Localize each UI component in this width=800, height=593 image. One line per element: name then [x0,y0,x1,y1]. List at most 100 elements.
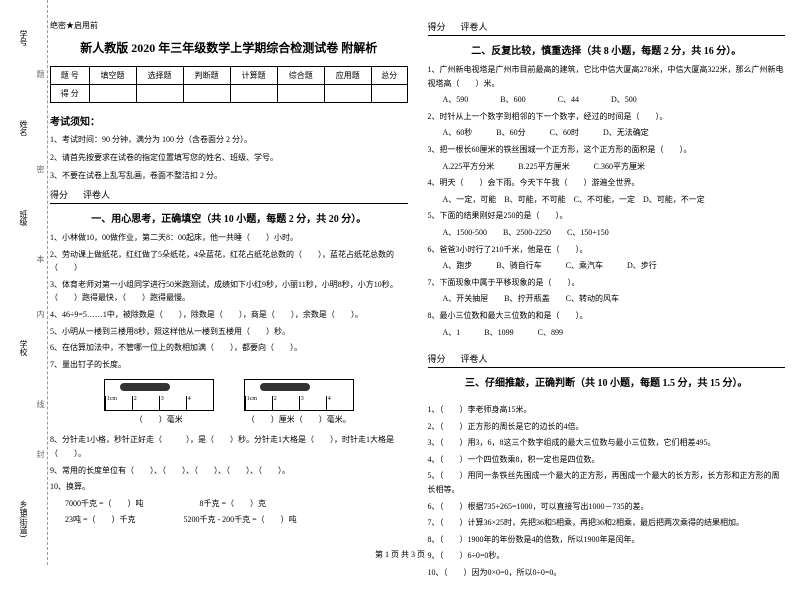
s3q6: 6、（ ）根据735+265=1000，可以直接写出1000－735的差。 [428,500,786,514]
q1: 1、小林做10，00做作业，第二天8：00起床，他一共睡（ ）小时。 [50,231,408,245]
section-score-row: 得分 评卷人 [428,20,786,36]
th: 总分 [371,67,407,85]
ruler-image: 1cm 2 3 4 [244,379,354,411]
binding-field-class: 班级 [18,210,29,226]
th: 题 号 [51,67,90,85]
s2q1-opts: A、590 B、600 C、44 D、500 [428,93,786,107]
s2q4-opts: A、一定，可能 B、可能，不可能 C、不可能，一定 D、可能，不一定 [428,193,786,207]
td[interactable] [136,85,183,103]
section2-title: 二、反复比较，慎重选择（共 8 小题，每题 2 分，共 16 分）。 [428,42,786,57]
binding-marker: 题 [35,70,46,78]
binding-marker: 本 [35,255,46,263]
binding-field-school: 学校 [18,340,29,356]
q7: 7、量出钉子的长度。 [50,358,408,372]
notice-item: 3、不要在试卷上乱写乱画，卷面不整洁扣 2 分。 [50,170,408,182]
ruler-row: 1cm 2 3 4 （ ）毫米 1cm 2 3 4 [50,379,408,425]
notice-item: 1、考试时间：90 分钟，满分为 100 分（含卷面分 2 分）。 [50,134,408,146]
s2q8-opts: A、1 B、1099 C、899 [428,326,786,340]
s3q2: 2、（ ）正方形的周长是它的边长的4倍。 [428,420,786,434]
tick: 1cm [105,396,132,410]
ruler2-caption: （ ）厘米（ ）毫米。 [247,414,351,425]
th: 选择题 [136,67,183,85]
grader-label: 评卷人 [83,188,110,201]
score-label: 得分 [428,352,446,365]
th: 综合题 [277,67,324,85]
s2q6: 6、爸爸3小时行了210千米，他是在（ ）。 [428,243,786,257]
s2q3: 3、把一根长60厘米的铁丝围城一个正方形，这个正方形的面积是（ ）。 [428,143,786,157]
score-label: 得分 [428,20,446,33]
notice-item: 2、请首先按要求在试卷的指定位置填写您的姓名、班级、学号。 [50,152,408,164]
tick: 4 [186,396,213,410]
binding-marker: 封 [35,450,46,458]
s2q3-opts: A.225平方分米 B.225平方厘米 C.360平方厘米 [428,160,786,174]
s3q1: 1、（ ）李老师身高15米。 [428,403,786,417]
s2q5-opts: A、1500-500 B、2500-2250 C、150+150 [428,226,786,240]
q2: 2、劳动课上做纸花，红红做了5朵纸花，4朵蓝花，红花占纸花总数的（ ），蓝花占纸… [50,248,408,275]
td: 得 分 [51,85,90,103]
seal-text: 绝密★启用前 [50,20,408,31]
binding-marker: 密 [35,165,46,173]
page-footer: 第 1 页 共 3 页 [0,549,800,560]
th: 计算题 [230,67,277,85]
ruler-2: 1cm 2 3 4 （ ）厘米（ ）毫米。 [244,379,354,425]
q8: 8、分针走1小格，秒针正好走（ ），是（ ）秒。分针走1大格是（ ），时针走1大… [50,433,408,460]
s2q2-opts: A、60秒 B、60分 C、60时 D、无法确定 [428,126,786,140]
ruler-image: 1cm 2 3 4 [104,379,214,411]
binding-field-town: 乡镇(街道) [18,500,29,537]
q10: 10、换算。 [50,480,408,494]
s3q3: 3、（ ）用3，6，8这三个数字组成的最大三位数与最小三位数，它们相差495。 [428,436,786,450]
binding-field-id: 学号 [18,30,29,46]
s2q8: 8、最小三位数和最大三位数的和是（ ）。 [428,309,786,323]
section-score-row: 得分 评卷人 [50,188,408,204]
s2q5: 5、下面的结果刚好是250的是（ ）。 [428,209,786,223]
td[interactable] [89,85,136,103]
ruler-1: 1cm 2 3 4 （ ）毫米 [104,379,214,425]
td[interactable] [230,85,277,103]
tick: 1cm [245,396,272,410]
tick: 2 [272,396,299,410]
tick: 3 [159,396,186,410]
s3q10: 10、（ ）因为0×0=0，所以0÷0=0。 [428,566,786,580]
td[interactable] [371,85,407,103]
s2q7: 7、下面现象中属于平移现象的是（ ）。 [428,276,786,290]
q6: 6、在估算加法中，不管哪一位上的数相加满（ ），都要向（ ）。 [50,341,408,355]
s3q5: 5、（ ）用同一条铁丝先围成一个最大的正方形，再围成一个最大的长方形，长方形和正… [428,469,786,496]
section-score-row: 得分 评卷人 [428,352,786,368]
td[interactable] [324,85,371,103]
s3q8: 8、（ ）1900年的年份数是4的倍数，所以1900年是闰年。 [428,533,786,547]
s3q7: 7、（ ）计算36×25时，先把36和5相乘，再把36和2相乘，最后把两次乘得的… [428,516,786,530]
s2q7-opts: A、开关抽屉 B、拧开瓶盖 C、转动的风车 [428,292,786,306]
section3-title: 三、仔细推敲，正确判断（共 10 小题，每题 1.5 分，共 15 分）。 [428,374,786,389]
q4: 4、46÷9=5……1中，被除数是（ ），除数是（ ），商是（ ），余数是（ ）… [50,308,408,322]
binding-marker: 内 [35,310,46,318]
td[interactable] [277,85,324,103]
q10-item: 7000千克 =（ ）吨 8千克 =（ ）克 [50,497,408,511]
paper-title: 新人教版 2020 年三年级数学上学期综合检测试卷 附解析 [50,39,408,56]
th: 判断题 [183,67,230,85]
tick: 2 [132,396,159,410]
left-column: 绝密★启用前 新人教版 2020 年三年级数学上学期综合检测试卷 附解析 题 号… [50,20,408,583]
q5: 5、小明从一楼到三楼用8秒，照这样他从一楼到五楼用（ ）秒。 [50,325,408,339]
section1-title: 一、用心思考，正确填空（共 10 小题，每题 2 分，共 20 分）。 [50,210,408,225]
th: 应用题 [324,67,371,85]
s2q6-opts: A、跑步 B、骑自行车 C、乘汽车 D、步行 [428,259,786,273]
score-table: 题 号 填空题 选择题 判断题 计算题 综合题 应用题 总分 得 分 [50,66,408,103]
q9: 9、常用的长度单位有（ ）、（ ）、（ ）、（ ）、（ ）。 [50,464,408,478]
th: 填空题 [89,67,136,85]
s3q4: 4、（ ）一个四位数乘8，积一定也是四位数。 [428,453,786,467]
q3: 3、体育老师对第一小组同学进行50米跑测试，成绩如下小红9秒，小丽11秒，小明8… [50,278,408,305]
notice-title: 考试须知： [50,113,408,128]
tick: 4 [326,396,353,410]
s2q2: 2、时针从上一个数字到相邻的下一个数字，经过的时间是（ ）。 [428,110,786,124]
score-label: 得分 [50,188,68,201]
ruler1-caption: （ ）毫米 [135,414,183,425]
grader-label: 评卷人 [461,20,488,33]
td[interactable] [183,85,230,103]
s2q1: 1、广州新电视塔是广州市目前最高的建筑，它比中信大厦高278米，中信大厦高322… [428,63,786,90]
grader-label: 评卷人 [461,352,488,365]
binding-marker: 线 [35,400,46,408]
binding-field-name: 姓名 [18,120,29,136]
s2q4: 4、明天（ ）会下雨。今天下午我（ ）游遍全世界。 [428,176,786,190]
right-column: 得分 评卷人 二、反复比较，慎重选择（共 8 小题，每题 2 分，共 16 分）… [428,20,786,583]
tick: 3 [299,396,326,410]
